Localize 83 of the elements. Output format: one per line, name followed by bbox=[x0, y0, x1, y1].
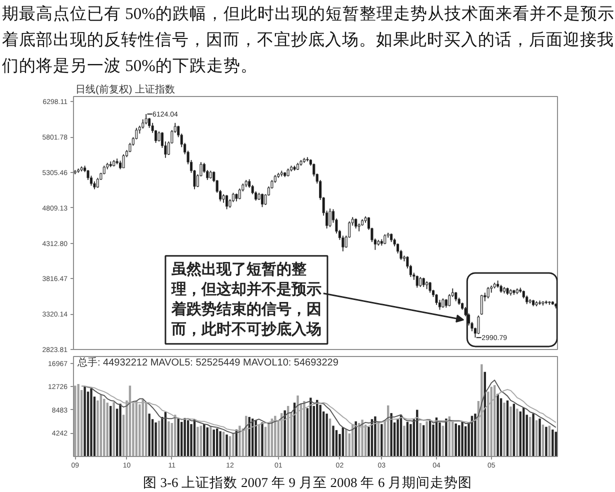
caption: 图 3-6 上证指数 2007 年 9 月至 2008 年 6 月期间走势图 bbox=[142, 474, 472, 492]
annotation: 总手: 44932212 MAVOL5: 52525449 MAVOL10: 54693229 bbox=[76, 356, 339, 368]
bar bbox=[148, 414, 150, 456]
annotation: 虽然出现了短暂的整理，但这却并不是预示着跌势结束的信号，因而，此时不可抄底入场 bbox=[170, 260, 322, 338]
bar bbox=[458, 425, 460, 456]
candlestick bbox=[225, 194, 228, 210]
bar bbox=[168, 421, 170, 456]
candlestick bbox=[96, 177, 99, 188]
bar bbox=[119, 404, 122, 456]
bar bbox=[390, 413, 392, 456]
candlestick bbox=[122, 154, 125, 168]
bar bbox=[261, 422, 264, 456]
bar bbox=[232, 432, 234, 456]
candlestick bbox=[428, 281, 432, 294]
bar bbox=[535, 420, 538, 456]
bar bbox=[445, 418, 448, 456]
candlestick bbox=[477, 315, 480, 335]
bar bbox=[522, 408, 525, 456]
bar bbox=[228, 436, 232, 456]
candlestick bbox=[480, 294, 483, 316]
bar bbox=[442, 426, 444, 456]
candlestick bbox=[454, 291, 458, 302]
bar bbox=[519, 411, 522, 456]
bar bbox=[374, 416, 376, 456]
candlestick bbox=[354, 218, 358, 229]
bar bbox=[422, 425, 425, 456]
bar bbox=[310, 398, 312, 456]
bar bbox=[503, 402, 506, 456]
candlestick bbox=[144, 114, 148, 125]
bar bbox=[254, 420, 257, 456]
bar bbox=[326, 414, 328, 456]
candlestick bbox=[158, 130, 160, 142]
bar bbox=[186, 420, 190, 456]
bar bbox=[354, 421, 357, 456]
bar bbox=[110, 406, 112, 456]
bar bbox=[516, 408, 518, 456]
bar bbox=[212, 430, 215, 456]
bar bbox=[184, 418, 186, 456]
bar bbox=[77, 384, 80, 456]
candlestick bbox=[422, 277, 425, 288]
bar bbox=[510, 406, 512, 456]
bar bbox=[84, 386, 86, 456]
bar bbox=[219, 431, 222, 456]
bar bbox=[396, 418, 399, 456]
bar bbox=[454, 424, 457, 456]
candlestick bbox=[419, 276, 422, 288]
bar bbox=[461, 421, 464, 456]
bar bbox=[332, 426, 334, 456]
bar bbox=[154, 422, 157, 456]
bar bbox=[203, 424, 206, 456]
text: 期最高点位已有 50%的跌幅，但此时出现的短暂整理走势从技术面来看并不是预示着底部出现的反转性信号，因而，不宜抄底入场。如果此时买入的话，后面迎接我们的将是另一波 50%的下跌走势。 bbox=[2, 3, 614, 77]
bar bbox=[112, 402, 115, 456]
bar bbox=[552, 430, 554, 456]
bar bbox=[328, 418, 332, 456]
bar bbox=[284, 410, 286, 456]
bar bbox=[345, 429, 348, 456]
bar bbox=[103, 398, 106, 456]
bar bbox=[106, 402, 108, 456]
bar bbox=[403, 426, 406, 456]
bar bbox=[419, 422, 422, 456]
bar bbox=[538, 418, 541, 456]
bar bbox=[528, 416, 532, 456]
bar bbox=[100, 394, 102, 456]
bar bbox=[512, 404, 516, 456]
bar bbox=[74, 386, 76, 456]
bar bbox=[506, 400, 509, 456]
candlestick bbox=[328, 208, 332, 228]
bar bbox=[532, 414, 534, 456]
candlestick bbox=[486, 286, 490, 299]
bar bbox=[380, 424, 383, 456]
bar bbox=[200, 426, 202, 456]
bar bbox=[196, 426, 199, 456]
candlestick bbox=[260, 193, 264, 208]
bar bbox=[226, 434, 228, 456]
bar bbox=[542, 424, 544, 456]
bar bbox=[500, 398, 502, 456]
bar bbox=[90, 388, 92, 456]
bar bbox=[474, 414, 476, 456]
bar bbox=[548, 426, 551, 456]
text: 日线(前复权) 上证指数 bbox=[76, 84, 175, 96]
bar bbox=[545, 426, 548, 456]
candlestick bbox=[416, 275, 418, 288]
bar bbox=[496, 394, 499, 456]
